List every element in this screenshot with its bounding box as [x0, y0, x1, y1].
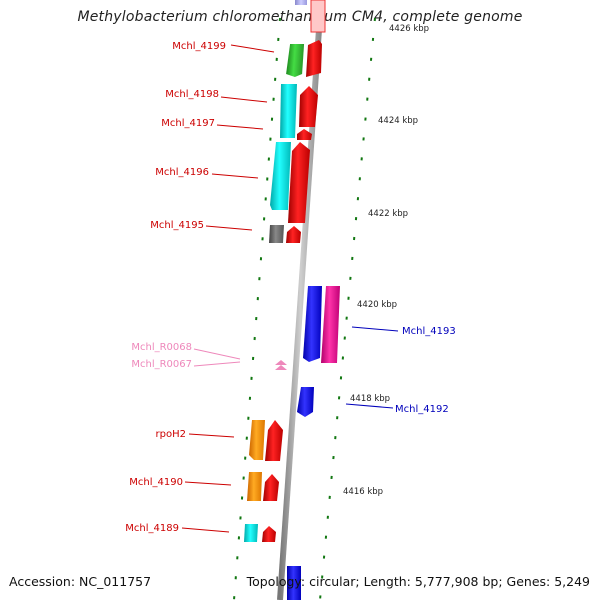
inner-tick-ring: [233, 17, 281, 600]
label-mchl-4189[interactable]: Mchl_4189: [125, 523, 179, 534]
gene-mchl-r0068[interactable]: [275, 360, 287, 365]
gene-mchl-4189-rev[interactable]: [244, 524, 258, 542]
gene-mchl-4195[interactable]: [269, 225, 284, 243]
gene-mchl-4189-fwd[interactable]: [262, 526, 276, 542]
gene-mchl-4195-fwd[interactable]: [286, 226, 301, 243]
trna-markers: [275, 360, 287, 370]
gene-mchl-4197-fwd[interactable]: [297, 129, 312, 140]
label-mchl-4192[interactable]: Mchl_4192: [395, 404, 449, 415]
scale-label-4422: 4422 kbp: [368, 209, 408, 219]
genome-stats-text: Topology: circular; Length: 5,777,908 bp…: [246, 574, 590, 589]
gene-mchl-4199-fwd[interactable]: [306, 40, 322, 77]
label-mchl-4196[interactable]: Mchl_4196: [155, 167, 209, 178]
gene-mchl-4192[interactable]: [297, 387, 314, 417]
gene-mchl-4198[interactable]: [280, 84, 297, 138]
label-mchl-4197[interactable]: Mchl_4197: [161, 118, 215, 129]
scale-label-4416: 4416 kbp: [343, 487, 383, 497]
gene-top-lavender[interactable]: [295, 0, 307, 5]
gene-rpoh2-fwd[interactable]: [265, 420, 283, 461]
outer-strand-genes: [287, 286, 340, 600]
label-rpoh2[interactable]: rpoH2: [156, 429, 186, 440]
gene-mchl-4193-magenta[interactable]: [321, 286, 340, 363]
gene-mchl-4196[interactable]: [270, 142, 291, 210]
scale-label-4426: 4426 kbp: [389, 24, 429, 34]
label-leaders: [181, 44, 399, 533]
scale-label-4424: 4424 kbp: [378, 116, 418, 126]
label-mchl-4193[interactable]: Mchl_4193: [402, 326, 456, 337]
gene-mchl-4193-blue[interactable]: [303, 286, 322, 362]
label-mchl-4195[interactable]: Mchl_4195: [150, 220, 204, 231]
map-title: Methylobacterium chloromethanicum CM4, c…: [77, 9, 523, 25]
reverse-strand-genes: [244, 44, 305, 542]
accession-text: Accession: NC_011757: [9, 574, 152, 589]
gene-mchl-4190-fwd[interactable]: [263, 474, 279, 501]
label-mchl-r0067[interactable]: Mchl_R0067: [131, 359, 192, 370]
label-mchl-4198[interactable]: Mchl_4198: [165, 89, 219, 100]
label-mchl-4199[interactable]: Mchl_4199: [172, 41, 226, 52]
gene-mchl-4196-fwd[interactable]: [288, 142, 310, 223]
gene-top-red[interactable]: [310, 0, 326, 33]
gene-mchl-4199[interactable]: [286, 44, 305, 77]
label-mchl-r0068[interactable]: Mchl_R0068: [131, 342, 192, 353]
forward-strand-genes: [262, 40, 322, 542]
gene-mchl-4198-fwd[interactable]: [299, 86, 318, 127]
gene-rpoh2-rev[interactable]: [249, 420, 265, 460]
gene-mchl-4190-rev[interactable]: [247, 472, 262, 501]
scale-label-4420: 4420 kbp: [357, 300, 397, 310]
scale-label-4418: 4418 kbp: [350, 394, 390, 404]
gene-mchl-r0067[interactable]: [275, 365, 287, 370]
label-mchl-4190[interactable]: Mchl_4190: [129, 477, 183, 488]
gene-bottom-blue[interactable]: [287, 566, 301, 600]
